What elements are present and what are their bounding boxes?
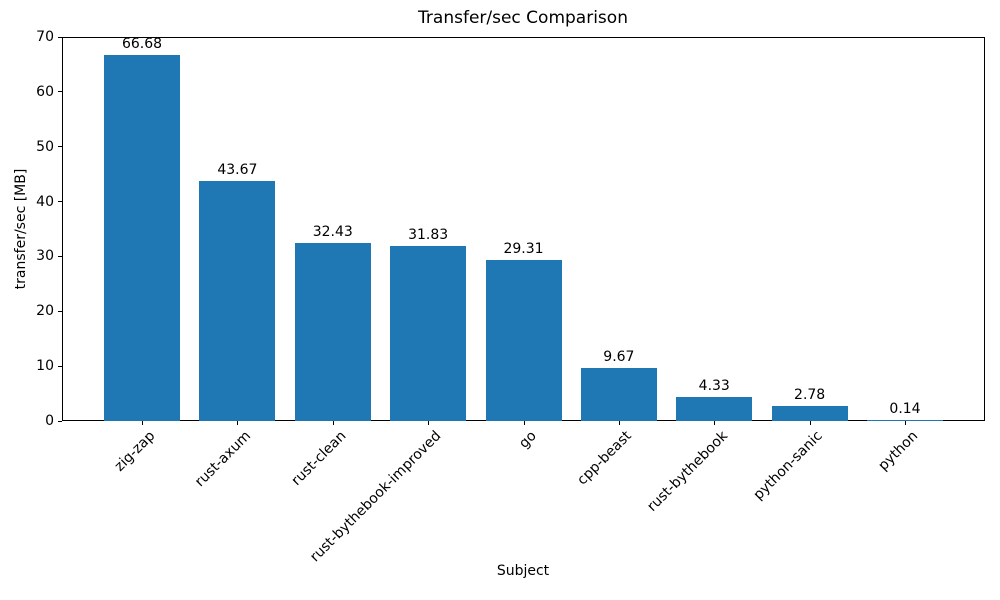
y-tick-label: 60 (36, 83, 54, 100)
x-tick-mark (237, 421, 239, 425)
bar (772, 406, 848, 421)
y-tick-mark (58, 255, 62, 257)
y-axis-label: transfer/sec [MB] (13, 168, 29, 290)
bar-value-label: 31.83 (408, 227, 449, 243)
bar-value-label: 4.33 (698, 378, 730, 394)
y-tick-mark (58, 201, 62, 203)
x-tick-mark (523, 421, 525, 425)
bar-value-label: 29.31 (503, 241, 544, 257)
bar-value-label: 66.68 (121, 36, 163, 52)
bar (104, 55, 180, 421)
y-tick-mark (58, 365, 62, 367)
bar-value-label: 2.78 (794, 387, 826, 403)
x-tick-mark (618, 421, 620, 425)
y-tick-label: 0 (45, 413, 54, 429)
y-tick-mark (58, 420, 62, 422)
y-tick-mark (58, 310, 62, 312)
y-tick-label: 40 (36, 193, 54, 210)
bar (867, 420, 943, 421)
x-tick-mark (332, 421, 334, 425)
bar (676, 397, 752, 421)
x-axis-label: Subject (496, 563, 550, 579)
y-tick-mark (58, 36, 62, 38)
x-tick-label: go (516, 428, 540, 452)
x-tick-mark (905, 421, 906, 425)
x-tick-mark (714, 421, 716, 425)
x-tick-mark (809, 421, 811, 425)
x-tick-mark (142, 421, 143, 425)
x-tick-label: python-sanic (750, 428, 826, 504)
x-tick-label: rust-clean (288, 428, 350, 489)
y-tick-label: 10 (36, 358, 54, 375)
y-tick-label: 50 (36, 138, 54, 155)
bar (486, 260, 562, 421)
bar (390, 246, 466, 421)
x-tick-label: rust-axum (191, 428, 254, 491)
x-tick-mark (428, 421, 430, 425)
x-tick-label: zig-zap (111, 428, 159, 475)
x-tick-label: python (875, 428, 922, 474)
bar (199, 181, 275, 421)
y-tick-label: 70 (36, 29, 54, 45)
chart-title: Transfer/sec Comparison (418, 8, 628, 28)
y-tick-label: 30 (36, 248, 54, 265)
bar (581, 368, 657, 421)
bar (295, 243, 371, 421)
x-tick-label: rust-bythebook (643, 428, 731, 515)
x-tick-label: cpp-beast (574, 428, 636, 489)
bar-value-label: 32.43 (312, 224, 353, 240)
y-tick-mark (58, 146, 62, 148)
y-tick-label: 20 (36, 303, 54, 320)
bar-value-label: 0.14 (889, 401, 921, 417)
y-tick-mark (58, 91, 62, 93)
bar-value-label: 9.67 (603, 349, 635, 365)
bar-value-label: 43.67 (217, 162, 258, 178)
